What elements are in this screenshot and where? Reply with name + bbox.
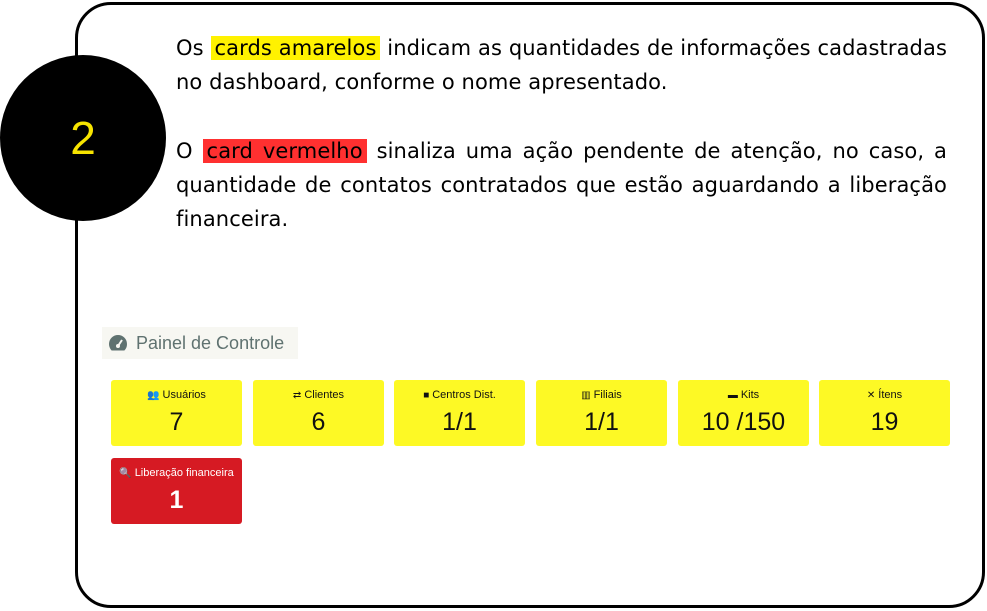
card-value: 6 xyxy=(311,408,326,436)
card-label: Clientes xyxy=(304,389,345,401)
card-value: 7 xyxy=(169,408,184,436)
card-label: Usuários xyxy=(162,389,206,401)
card-value: 1/1 xyxy=(442,408,477,436)
card-label: Filiais xyxy=(593,389,622,401)
card-value: 10 /150 xyxy=(701,408,786,436)
text: Os xyxy=(176,36,211,60)
text: indicam as quantidades de informações ca… xyxy=(176,36,947,94)
card-liberacao-financeira[interactable]: 🔍 Liberação financeira 1 xyxy=(111,458,242,524)
card-usuarios[interactable]: 👥 Usuários 7 xyxy=(111,380,242,446)
card-filiais[interactable]: ▥ Filiais 1/1 xyxy=(536,380,667,446)
search-dollar-icon: 🔍 xyxy=(119,467,132,479)
highlight-red: card vermelho xyxy=(202,139,367,163)
tachometer-icon xyxy=(109,335,128,351)
card-centros-dist[interactable]: ■ Centros Dist. 1/1 xyxy=(394,380,525,446)
panel-title-text: Painel de Controle xyxy=(136,332,285,353)
text: O xyxy=(176,139,203,163)
panel-title: Painel de Controle xyxy=(102,327,298,359)
card-label: Ítens xyxy=(878,389,903,401)
paragraph-red-card: O card vermelho sinaliza uma ação penden… xyxy=(176,134,947,236)
step-number: 2 xyxy=(70,112,96,164)
truck-icon: ■ xyxy=(423,389,430,401)
card-kits[interactable]: ▬ Kits 10 /150 xyxy=(678,380,809,446)
paragraph-yellow-cards: Os cards amarelos indicam as quantidades… xyxy=(176,31,947,99)
card-value: 19 xyxy=(870,408,899,436)
card-label: Kits xyxy=(740,389,760,401)
highlight-yellow: cards amarelos xyxy=(210,36,381,60)
card-label: Liberação financeira xyxy=(134,467,234,479)
handshake-icon: ⇄ xyxy=(292,389,302,401)
building-icon: ▥ xyxy=(581,389,591,401)
card-value: 1 xyxy=(169,486,184,514)
card-value: 1/1 xyxy=(584,408,619,436)
step-number-badge: 2 xyxy=(0,55,166,221)
card-itens[interactable]: ✕ Ítens 19 xyxy=(819,380,950,446)
box-open-icon: ▬ xyxy=(727,389,738,401)
card-clientes[interactable]: ⇄ Clientes 6 xyxy=(253,380,384,446)
users-icon: 👥 xyxy=(147,389,160,401)
card-label: Centros Dist. xyxy=(432,389,496,401)
tools-icon: ✕ xyxy=(866,389,876,401)
text: sinaliza uma ação pendente de atenção, n… xyxy=(176,139,947,231)
